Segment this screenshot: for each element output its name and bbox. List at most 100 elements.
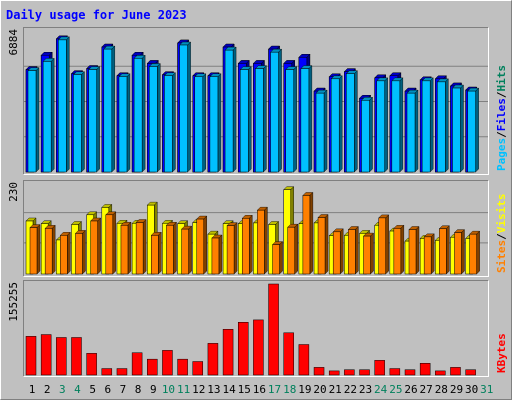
bar-sites-day-3 [59,231,71,275]
bar-sites-day-24-front [378,217,386,275]
bar-sites-day-27-side [430,233,435,275]
bar-pages-day-26 [406,89,419,173]
bar-pages-day-11-side [187,41,191,173]
bar-sites-day-25-side [400,224,405,275]
bar-sites-day-18-front [287,226,295,275]
bar-pages-day-7-front [118,76,128,173]
x-tick-label-day-23: 23 [359,383,372,396]
bar-kbytes-day-28 [435,370,446,376]
x-tick-label-day-3: 3 [59,383,66,396]
bar-pages-day-7 [118,73,131,173]
bar-pages-day-4 [72,71,85,173]
bar-pages-day-5-front [88,69,97,173]
x-axis: 1 2 3 4 5 6 7 8 9 10 11 12 13 14 15 16 17 18 19 20 21 22 23 24 2… [29,383,494,396]
bar-kbytes-day-11 [177,358,188,376]
x-tick-label-day-28: 28 [435,383,448,396]
bar-sites-day-11-front [181,228,189,275]
bar-sites-day-14 [226,222,238,275]
bar-sites-day-1-side [36,224,41,275]
bar-sites-day-20 [317,214,329,275]
bar-sites-day-29-side [461,229,465,275]
bar-pages-day-3 [57,36,70,173]
bar-pages-day-23 [361,96,374,173]
panel-hits-files-pages-legend-4: Hits [495,65,508,92]
bar-pages-day-8-side [141,54,146,173]
x-tick-label-day-9: 9 [150,383,157,396]
bar-kbytes-day-27 [419,363,431,376]
panel-visits-sites-legend-2: Visits [495,194,508,234]
bar-pages-day-28 [436,78,449,173]
panel-visits-sites-border-dark [23,180,489,277]
bar-sites-day-22-side [355,226,359,275]
bar-pages-day-16 [254,65,267,173]
panel-visits-sites: 230 Sites/Visits [7,180,508,277]
panel-kbytes-y-max-label: 155255 [7,282,20,322]
bar-pages-day-29-front [452,87,461,173]
panel-hits-files-pages-border-dark [23,27,489,175]
bar-pages-day-30 [467,87,480,173]
bar-kbytes-day-2 [40,334,52,376]
bar-kbytes-day-9 [147,358,158,376]
bar-sites-day-27-front [423,236,432,275]
bar-kbytes-day-29 [450,367,461,376]
chart-title: Daily usage for June 2023 [6,8,187,22]
bar-sites-day-7-side [127,221,132,275]
x-tick-label-day-4: 4 [74,383,81,396]
bar-sites-day-13 [211,234,223,275]
bar-pages-day-27-side [429,77,434,173]
bar-sites-day-29-front [454,232,462,275]
bar-pages-day-28-side [445,78,449,173]
bar-pages-day-21-front [330,78,340,173]
bar-sites-day-2-side [51,224,56,275]
bar-pages-day-21-side [339,75,343,173]
bar-kbytes-day-3 [56,337,67,376]
panel-visits-sites-border-light [23,180,489,277]
bar-sites-day-17 [272,241,284,275]
panel-hits-files-pages-border-light [23,27,489,175]
bar-sites-day-24-side [385,214,389,275]
bar-pages-day-12-side [202,73,206,173]
bar-kbytes-day-25 [389,368,401,376]
bar-pages-day-24-side [384,77,388,173]
bar-sites-day-6-side [112,211,117,275]
panel-visits-sites-legend-1: / [495,233,508,240]
bar-pages-day-1-side [35,67,40,173]
panel-kbytes-border-light [23,280,489,377]
bar-pages-day-19 [300,65,313,173]
x-tick-label-day-22: 22 [344,383,357,396]
bar-sites-day-3-side [67,231,71,275]
bar-pages-day-22-side [354,70,358,173]
bar-sites-day-13-front [211,237,220,275]
bar-sites-day-1 [29,224,41,275]
bar-sites-day-9-front [151,235,159,275]
x-tick-label-day-30: 30 [465,383,478,396]
bar-sites-day-18-side [294,223,298,275]
bar-pages-day-15 [239,66,252,173]
bar-sites-day-28-side [446,225,450,275]
x-tick-label-day-24: 24 [374,383,388,396]
bar-sites-day-24 [378,214,390,275]
bar-sites-day-4 [74,229,86,275]
bar-sites-day-21-front [332,231,341,275]
panel-hits-files-pages-y-max-label: 6884 [7,29,20,56]
panel-hits-files-pages-legend-2: Files [495,98,508,131]
bar-sites-day-19-side [309,191,314,275]
bar-sites-day-20-side [324,214,329,275]
bar-pages-day-6 [103,45,116,173]
bar-sites-day-15-front [241,218,250,275]
bar-sites-day-15-side [249,214,253,275]
bar-pages-day-17-side [278,48,282,173]
bar-sites-day-30 [469,230,481,275]
bar-sites-day-8-side [142,219,147,275]
bar-sites-day-5 [90,217,102,275]
bar-pages-day-2-side [50,57,55,173]
bar-pages-day-6-side [111,45,116,173]
x-tick-label-day-21: 21 [329,383,342,396]
bar-kbytes-day-1 [25,336,37,376]
bar-pages-day-7-side [126,73,131,173]
bar-kbytes-day-7 [116,368,128,376]
bar-sites-day-29 [453,229,465,275]
bar-pages-day-12 [194,73,207,173]
